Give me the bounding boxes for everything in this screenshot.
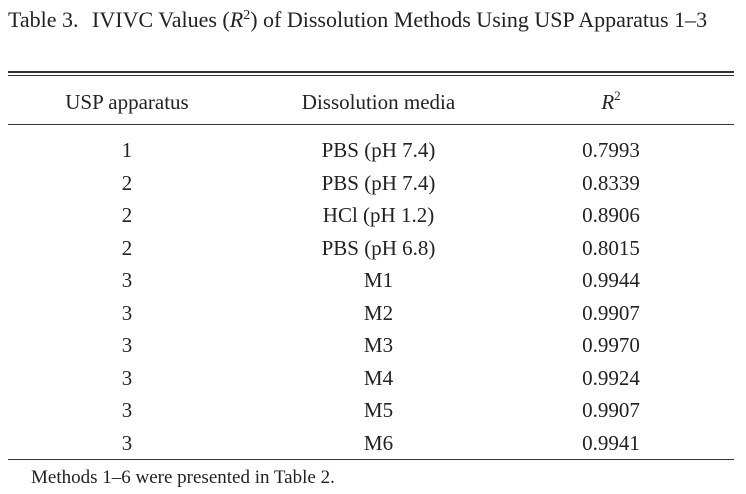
header-r-symbol: R xyxy=(601,90,615,114)
cell-usp-apparatus: 3 xyxy=(121,268,133,292)
cell-dissolution-media: PBS (pH 7.4) xyxy=(321,138,436,162)
caption-r-exponent: 2 xyxy=(243,8,251,23)
cell-usp-apparatus: 3 xyxy=(121,365,133,390)
table-row: 1 PBS (pH 7.4) 0.7993 xyxy=(8,134,734,166)
cell-usp-apparatus: 3 xyxy=(121,430,133,455)
table-row: 2 PBS (pH 6.8) 0.8015 xyxy=(8,232,734,264)
table-bottom-rule xyxy=(8,459,734,460)
table-row: 3 M2 0.9907 xyxy=(8,297,734,329)
cell-dissolution-media: M4 xyxy=(363,365,394,390)
table-row: 3 M1 0.9944 xyxy=(8,264,734,296)
cell-dissolution-media: M2 xyxy=(363,300,394,325)
table-header-row: USP apparatus Dissolution media R2 xyxy=(8,86,734,118)
table-row: 2 PBS (pH 7.4) 0.8339 xyxy=(8,167,734,199)
cell-usp-apparatus: 2 xyxy=(121,235,133,260)
table-row: 3 M3 0.9970 xyxy=(8,329,734,361)
header-r-exponent: 2 xyxy=(614,88,621,103)
header-dissolution-media: Dissolution media xyxy=(301,90,456,114)
caption-r-symbol: R xyxy=(229,7,244,32)
cell-usp-apparatus: 3 xyxy=(121,300,133,325)
table-label: Table 3. xyxy=(8,7,79,32)
table-row: 2 HCl (pH 1.2) 0.8906 xyxy=(8,199,734,231)
cell-dissolution-media: M6 xyxy=(363,430,394,455)
cell-usp-apparatus: 2 xyxy=(121,170,133,195)
cell-r-squared: 0.8339 xyxy=(582,170,640,195)
cell-dissolution-media: PBS (pH 6.8) xyxy=(321,235,436,260)
table-header-rule xyxy=(8,124,734,125)
table-footnote: Methods 1–6 were presented in Table 2. xyxy=(31,467,335,488)
cell-r-squared: 0.9970 xyxy=(582,333,640,357)
cell-r-squared: 0.8906 xyxy=(582,203,640,227)
header-r-squared: R2 xyxy=(511,86,711,118)
cell-dissolution-media: M3 xyxy=(363,333,394,357)
cell-r-squared: 0.7993 xyxy=(582,138,640,162)
cell-usp-apparatus: 1 xyxy=(121,138,133,162)
cell-usp-apparatus: 3 xyxy=(121,333,133,357)
cell-usp-apparatus: 3 xyxy=(121,398,133,422)
table-row: 3 M6 0.9941 xyxy=(8,427,734,459)
table-caption: Table 3. IVIVC Values (R2) of Dissolutio… xyxy=(8,6,734,33)
cell-r-squared: 0.9907 xyxy=(582,398,640,422)
cell-dissolution-media: HCl (pH 1.2) xyxy=(322,203,435,227)
cell-r-squared: 0.9944 xyxy=(582,268,640,292)
cell-dissolution-media: M1 xyxy=(363,268,394,292)
header-usp-apparatus: USP apparatus xyxy=(65,90,189,114)
caption-text-prefix: IVIVC Values ( xyxy=(92,7,230,32)
cell-r-squared: 0.9941 xyxy=(582,430,640,455)
cell-dissolution-media: PBS (pH 7.4) xyxy=(321,170,436,195)
caption-text-suffix: ) of Dissolution Methods Using USP Appar… xyxy=(250,7,708,32)
table-top-rule-inner xyxy=(8,75,734,76)
cell-usp-apparatus: 2 xyxy=(121,203,133,227)
table-row: 3 M4 0.9924 xyxy=(8,362,734,394)
table-top-rule-outer xyxy=(8,71,734,73)
cell-dissolution-media: M5 xyxy=(363,398,394,422)
cell-r-squared: 0.9924 xyxy=(582,365,640,390)
table-row: 3 M5 0.9907 xyxy=(8,394,734,426)
cell-r-squared: 0.9907 xyxy=(582,300,640,325)
cell-r-squared: 0.8015 xyxy=(582,235,640,260)
